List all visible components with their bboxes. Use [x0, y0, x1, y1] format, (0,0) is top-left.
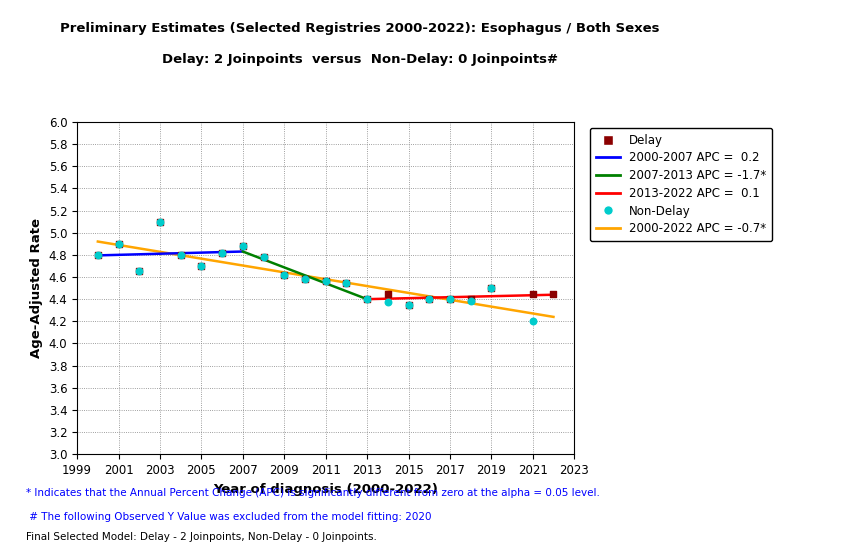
- Point: [443, 295, 457, 304]
- Point: [526, 289, 540, 298]
- Point: [132, 267, 146, 276]
- Point: [278, 270, 291, 279]
- Point: [423, 295, 436, 304]
- Point: [256, 253, 270, 261]
- X-axis label: Year of diagnosis (2000-2022): Year of diagnosis (2000-2022): [213, 483, 438, 496]
- Point: [339, 278, 353, 287]
- Point: [443, 295, 457, 304]
- Point: [484, 284, 498, 293]
- Point: [547, 289, 560, 298]
- Point: [111, 239, 125, 248]
- Point: [153, 217, 167, 226]
- Y-axis label: Age-Adjusted Rate: Age-Adjusted Rate: [30, 218, 43, 358]
- Point: [381, 298, 394, 307]
- Point: [215, 248, 229, 257]
- Point: [464, 297, 477, 306]
- Text: Final Selected Model: Delay - 2 Joinpoints, Non-Delay - 0 Joinpoints.: Final Selected Model: Delay - 2 Joinpoin…: [26, 532, 376, 542]
- Point: [132, 267, 146, 276]
- Point: [278, 270, 291, 279]
- Point: [298, 275, 312, 284]
- Point: [174, 250, 188, 259]
- Point: [195, 261, 208, 270]
- Text: # The following Observed Y Value was excluded from the model fitting: 2020: # The following Observed Y Value was exc…: [26, 512, 431, 522]
- Point: [236, 242, 249, 250]
- Point: [111, 239, 125, 248]
- Point: [360, 295, 374, 304]
- Point: [215, 248, 229, 257]
- Point: [464, 295, 477, 304]
- Point: [484, 284, 498, 293]
- Text: Delay: 2 Joinpoints  versus  Non-Delay: 0 Joinpoints#: Delay: 2 Joinpoints versus Non-Delay: 0 …: [162, 53, 558, 65]
- Text: * Indicates that the Annual Percent Change (APC) is significantly different from: * Indicates that the Annual Percent Chan…: [26, 488, 600, 497]
- Text: Preliminary Estimates (Selected Registries 2000-2022): Esophagus / Both Sexes: Preliminary Estimates (Selected Registri…: [60, 22, 660, 35]
- Point: [526, 317, 540, 326]
- Point: [195, 261, 208, 270]
- Point: [402, 300, 416, 309]
- Point: [236, 242, 249, 250]
- Legend: Delay, 2000-2007 APC =  0.2, 2007-2013 APC = -1.7*, 2013-2022 APC =  0.1, Non-De: Delay, 2000-2007 APC = 0.2, 2007-2013 AP…: [590, 128, 772, 241]
- Point: [423, 295, 436, 304]
- Point: [256, 253, 270, 261]
- Point: [153, 217, 167, 226]
- Point: [319, 277, 333, 286]
- Point: [91, 250, 105, 259]
- Point: [91, 250, 105, 259]
- Point: [381, 289, 394, 298]
- Point: [402, 300, 416, 309]
- Point: [298, 275, 312, 284]
- Point: [319, 277, 333, 286]
- Point: [339, 278, 353, 287]
- Point: [174, 250, 188, 259]
- Point: [360, 295, 374, 304]
